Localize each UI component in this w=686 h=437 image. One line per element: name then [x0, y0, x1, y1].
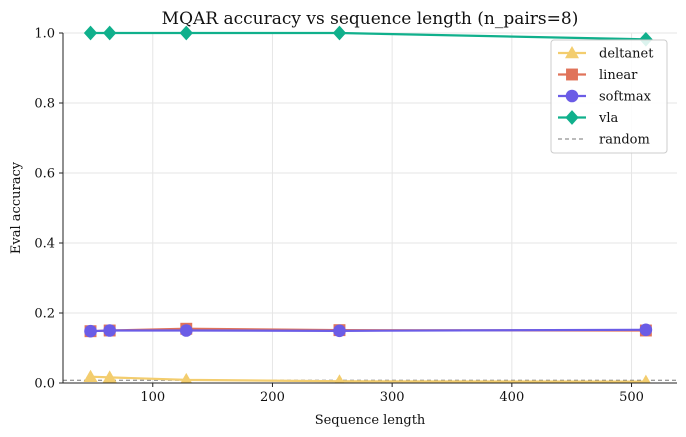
legend-label: vla	[598, 111, 619, 126]
x-tick-label: 400	[499, 390, 524, 405]
legend-box	[550, 39, 668, 154]
legend-item-softmax: softmax	[558, 90, 652, 105]
axes: 100 200 300 400 500 0.0 0.2 0.4 0.6 0.8 1.0	[34, 27, 677, 405]
y-tick-label: 1.0	[34, 27, 55, 42]
data-point-softmax	[84, 324, 97, 338]
y-tick-label: 0.8	[34, 97, 55, 112]
data-point-deltanet	[102, 370, 117, 383]
x-tick-label: 500	[619, 390, 644, 405]
data-point-vla	[103, 25, 117, 41]
series-line-vla	[90, 31, 646, 41]
legend-marker	[566, 68, 578, 81]
chart-title: MQAR accuracy vs sequence length (n_pair…	[162, 9, 579, 29]
data-point-softmax	[179, 324, 193, 337]
y-tick-label: 0.0	[34, 377, 55, 392]
x-tick-label: 300	[380, 390, 405, 405]
y-tick-label: 0.4	[34, 237, 55, 252]
series-line-deltanet	[90, 375, 646, 383]
data-point-vla	[179, 25, 193, 41]
legend-item-vla: vla	[558, 110, 619, 126]
data-point-vla	[332, 25, 347, 41]
legend-item-random: random	[558, 133, 650, 148]
legend-marker	[565, 89, 579, 103]
series-deltanet	[83, 369, 651, 383]
data-point-softmax	[333, 324, 346, 338]
legend-marker	[565, 46, 579, 59]
y-tick-label: 0.2	[34, 307, 55, 322]
series-line-softmax	[90, 328, 646, 333]
x-axis-label: Sequence length	[315, 413, 426, 428]
data-point-deltanet	[641, 374, 651, 383]
data-point-deltanet	[334, 374, 345, 383]
legend-label: random	[599, 133, 650, 148]
legend-marker	[565, 110, 579, 125]
y-tick-label: 0.6	[34, 167, 55, 182]
legend-label: linear	[599, 68, 638, 83]
data-point-vla	[83, 25, 98, 41]
legend: deltanet linear softmax vla random	[550, 39, 668, 154]
legend-item-deltanet: deltanet	[558, 46, 654, 62]
legend-label: deltanet	[599, 47, 654, 62]
data-point-deltanet	[180, 372, 193, 383]
data-point-softmax	[639, 323, 653, 337]
series-vla	[83, 25, 653, 47]
x-tick-label: 200	[260, 390, 285, 405]
legend-label: softmax	[599, 90, 652, 105]
data-point-softmax	[103, 324, 116, 337]
data-point-deltanet	[83, 369, 98, 382]
series-softmax	[84, 323, 653, 338]
x-tick-label: 100	[140, 390, 165, 405]
legend-item-linear: linear	[558, 68, 638, 83]
y-axis-label: Eval accuracy	[9, 161, 24, 254]
plot-area	[63, 25, 677, 383]
